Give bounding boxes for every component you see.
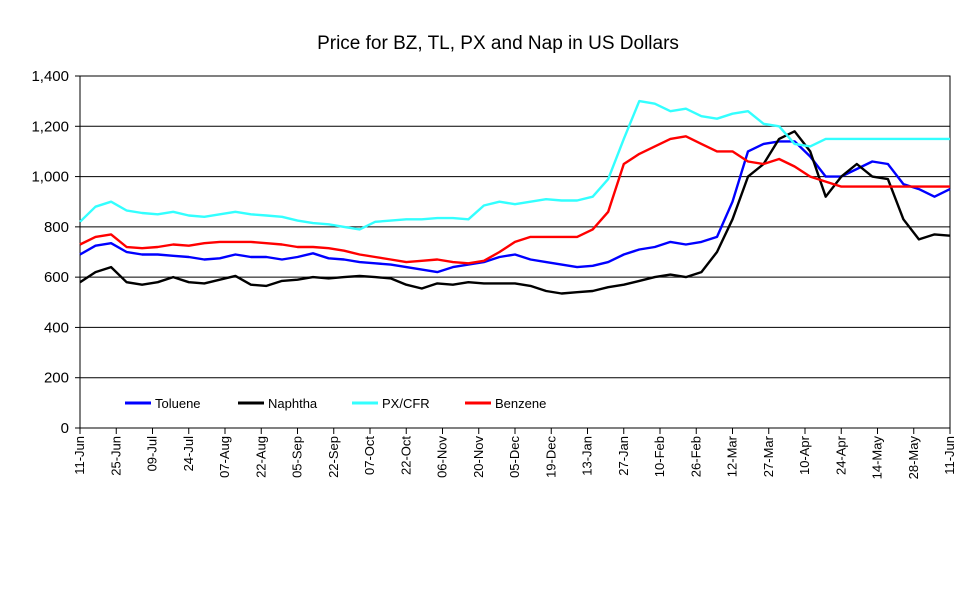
x-tick-label: 07-Aug xyxy=(217,436,232,478)
x-tick-label: 22-Oct xyxy=(398,436,413,475)
series-line-px-cfr xyxy=(79,99,950,231)
x-tick-label: 27-Mar xyxy=(761,435,776,477)
y-axis: 0 200 400 600 800 1,000 1,200 1,400 xyxy=(31,68,80,437)
x-tick-label: 26-Feb xyxy=(688,436,703,477)
x-tick-label: 05-Dec xyxy=(507,436,522,478)
x-tick-label: 10-Feb xyxy=(652,436,667,477)
x-tick-label: 14-May xyxy=(870,436,885,480)
y-tick-label: 1,200 xyxy=(31,118,69,135)
x-tick-label: 10-Apr xyxy=(797,435,812,475)
plot-area xyxy=(79,75,951,429)
x-tick-label: 11-Jun xyxy=(942,436,957,475)
x-tick-label: 13-Jan xyxy=(580,436,595,476)
x-tick-label: 27-Jan xyxy=(616,436,631,476)
x-tick-label: 24-Apr xyxy=(833,435,848,475)
x-tick-label: 28-May xyxy=(906,436,921,480)
grid-lines xyxy=(80,75,950,379)
x-tick-label: 11-Jun xyxy=(72,436,87,475)
chart-title: Price for BZ, TL, PX and Nap in US Dolla… xyxy=(317,33,679,54)
series-lines xyxy=(79,99,951,295)
x-tick-label: 25-Jun xyxy=(108,436,123,476)
legend: Toluene Naphtha PX/CFR Benzene xyxy=(125,396,546,411)
x-tick-label: 24-Jul xyxy=(181,436,196,472)
x-tick-label: 07-Oct xyxy=(362,436,377,475)
series-line-benzene xyxy=(79,135,950,265)
x-tick-label: 12-Mar xyxy=(725,435,740,477)
legend-label: PX/CFR xyxy=(382,396,430,411)
y-tick-label: 1,000 xyxy=(31,169,69,186)
legend-label: Benzene xyxy=(495,396,546,411)
y-tick-label: 200 xyxy=(44,370,69,387)
x-tick-label: 20-Nov xyxy=(471,436,486,478)
x-tick-label: 05-Sep xyxy=(290,436,305,478)
legend-label: Toluene xyxy=(155,396,201,411)
x-axis: 11-Jun 25-Jun 09-Jul 24-Jul 07-Aug 22-Aug 05-S… xyxy=(72,428,957,479)
y-tick-label: 1,400 xyxy=(31,68,69,85)
y-tick-label: 800 xyxy=(44,219,69,236)
series-line-naphtha xyxy=(79,130,951,295)
y-tick-label: 400 xyxy=(44,319,69,336)
y-tick-label: 0 xyxy=(61,420,69,437)
plot-area-border xyxy=(79,75,951,429)
legend-label: Naphtha xyxy=(268,396,318,411)
y-tick-label: 600 xyxy=(44,269,69,286)
x-tick-label: 09-Jul xyxy=(145,436,160,472)
x-tick-label: 19-Dec xyxy=(543,436,558,478)
x-tick-label: 06-Nov xyxy=(435,436,450,478)
x-tick-label: 22-Aug xyxy=(253,436,268,478)
x-tick-label: 22-Sep xyxy=(326,436,341,478)
series-line-toluene xyxy=(79,140,951,274)
